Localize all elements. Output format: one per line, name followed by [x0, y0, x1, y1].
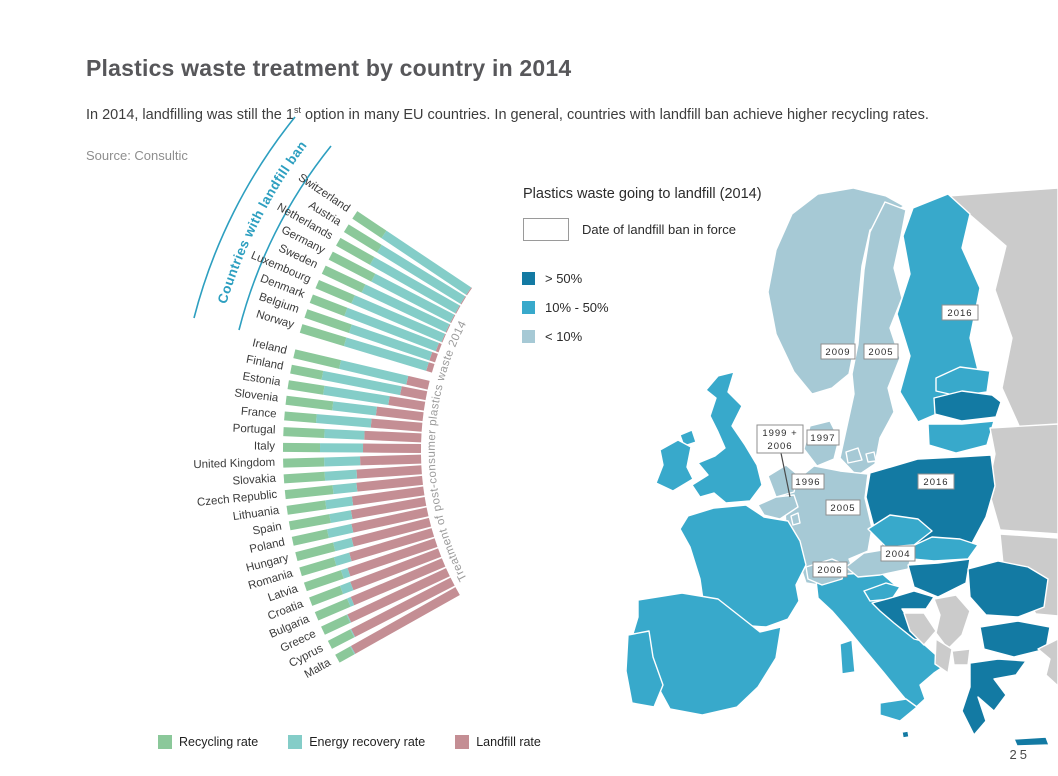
map-country-belarus	[987, 423, 1058, 535]
fan-chart-legend: Recycling rate Energy recovery rate Land…	[158, 735, 541, 749]
map-country-belgium	[757, 494, 799, 520]
map-country-albania	[934, 638, 953, 674]
map-country-uk	[691, 371, 763, 504]
map-country-latvia	[933, 390, 1002, 422]
mid-blue-swatch	[522, 301, 535, 314]
ban-date-tag-netherlands: 1996	[791, 473, 825, 490]
ban-date-text: 2004	[885, 549, 910, 560]
source-note: Source: Consultic	[86, 148, 188, 163]
map-country-luxembourg	[790, 512, 801, 526]
map-country-malta	[901, 730, 910, 739]
light-blue-swatch	[522, 330, 535, 343]
ban-date-tag-germany: 2005	[825, 499, 861, 516]
ban-date-tag-switzerland: 2006	[812, 561, 848, 578]
map-country-hungary	[907, 558, 971, 598]
map-country-turkey	[1037, 638, 1058, 687]
map-country-sardinia	[839, 639, 856, 675]
map-country-slovakia	[905, 536, 979, 562]
map-country-sweden	[839, 201, 907, 477]
map-country-denmark-islands2	[865, 451, 877, 463]
fan-country-label: Italy	[253, 440, 276, 453]
page-number: 25	[1009, 747, 1030, 762]
ban-date-tag-austria: 2004	[880, 545, 916, 562]
legend-label: > 50%	[545, 271, 583, 286]
ban-date-text: 2016	[947, 308, 972, 319]
ban-date-tag-belgium: 1999 + 2006	[756, 424, 804, 498]
ban-date-text: 2016	[923, 477, 948, 488]
map-legend-lt10: < 10%	[522, 329, 609, 344]
ban-date-text: 2005	[868, 347, 893, 358]
ban-date-text: 2006	[767, 441, 792, 452]
map-country-greece	[961, 658, 1027, 736]
ban-pointer-line	[780, 452, 791, 498]
legend-label: < 10%	[545, 329, 583, 344]
ban-date-key: Date of landfill ban in force	[523, 218, 736, 241]
map-country-lithuania	[927, 420, 995, 454]
ban-date-text: 1999 +	[762, 428, 797, 439]
map-country-denmark-islands	[845, 447, 863, 464]
legend-item-recycling: Recycling rate	[158, 735, 258, 749]
legend-label: 10% - 50%	[545, 300, 609, 315]
fan-country-label: United Kingdom	[193, 456, 276, 472]
ban-date-text: 2009	[825, 347, 850, 358]
superscript-st: st	[293, 105, 301, 115]
landfill-swatch	[455, 735, 470, 749]
europe-map: 2009 2005 2016 1997 1999 + 2006 1996 2005 2006 20…	[625, 187, 1058, 746]
map-country-estonia	[935, 366, 991, 397]
map-legend: > 50% 10% - 50% < 10%	[522, 271, 609, 358]
ban-date-tag-sweden: 2005	[863, 343, 899, 360]
map-legend-gt50: > 50%	[522, 271, 609, 286]
legend-item-energy: Energy recovery rate	[288, 735, 425, 749]
ban-date-tag-denmark: 1997	[806, 429, 840, 446]
recycling-swatch	[158, 735, 172, 749]
ban-date-tag-finland: 2016	[941, 304, 979, 321]
legend-label: Energy recovery rate	[309, 735, 426, 749]
map-country-ireland	[655, 439, 694, 492]
map-country-macedonia	[951, 648, 971, 666]
fan-country-label: Portugal	[232, 422, 276, 437]
legend-label: Recycling rate	[179, 735, 259, 749]
energy-swatch	[288, 735, 303, 749]
legend-item-landfill: Landfill rate	[455, 735, 541, 749]
ban-date-text: 1997	[810, 433, 835, 444]
map-legend-10-50: 10% - 50%	[522, 300, 609, 315]
legend-label: Landfill rate	[476, 735, 541, 749]
map-country-crete	[1013, 736, 1050, 746]
map-country-slovenia	[863, 582, 901, 602]
map-country-bosnia	[903, 612, 937, 646]
ban-date-text: 2005	[830, 503, 855, 514]
map-country-serbia	[933, 594, 971, 650]
page-subtitle: In 2014, landfilling was still the 1st o…	[86, 105, 929, 123]
map-title: Plastics waste going to landfill (2014)	[523, 186, 762, 202]
map-country-portugal	[625, 630, 664, 708]
ban-date-tag-poland: 2016	[917, 473, 955, 490]
ban-date-tag-norway: 2009	[820, 343, 856, 360]
ban-date-text: 2006	[817, 565, 842, 576]
ban-date-box-sample	[523, 218, 569, 241]
map-country-romania	[967, 560, 1049, 618]
fan-bar-united-kingdom	[283, 455, 422, 468]
ban-date-key-label: Date of landfill ban in force	[582, 222, 736, 237]
fan-bar-italy	[283, 443, 422, 454]
dark-blue-swatch	[522, 272, 535, 285]
page-title: Plastics waste treatment by country in 2…	[86, 55, 572, 81]
ban-date-text: 1996	[795, 477, 820, 488]
map-country-sicily	[879, 698, 918, 722]
map-country-bulgaria	[979, 620, 1051, 658]
